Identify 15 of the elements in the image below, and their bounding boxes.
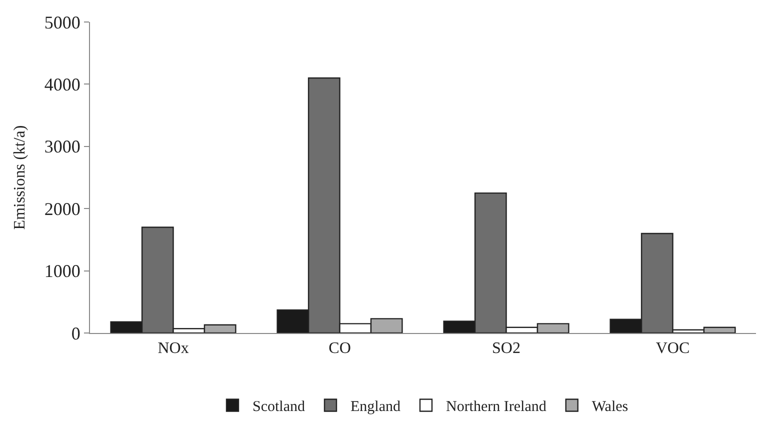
x-tick-label: SO2 [492,340,520,358]
x-tick-label: CO [328,340,351,358]
legend-label: Scotland [252,399,306,416]
legend-label: Northern Ireland [446,399,547,416]
y-tick-label: 3000 [44,136,80,157]
y-tick-label: 4000 [44,74,80,94]
legend-label: England [350,399,401,416]
y-tick-label: 0 [71,323,80,344]
y-axis-title: Emissions (kt/a) [11,125,28,230]
legend-label: Wales [592,399,628,416]
x-tick-label: VOC [656,340,690,358]
x-tick-label: NOx [158,340,189,358]
y-tick-label: 1000 [44,261,80,282]
y-tick-label: 2000 [44,198,80,219]
y-tick-label: 5000 [44,12,80,32]
